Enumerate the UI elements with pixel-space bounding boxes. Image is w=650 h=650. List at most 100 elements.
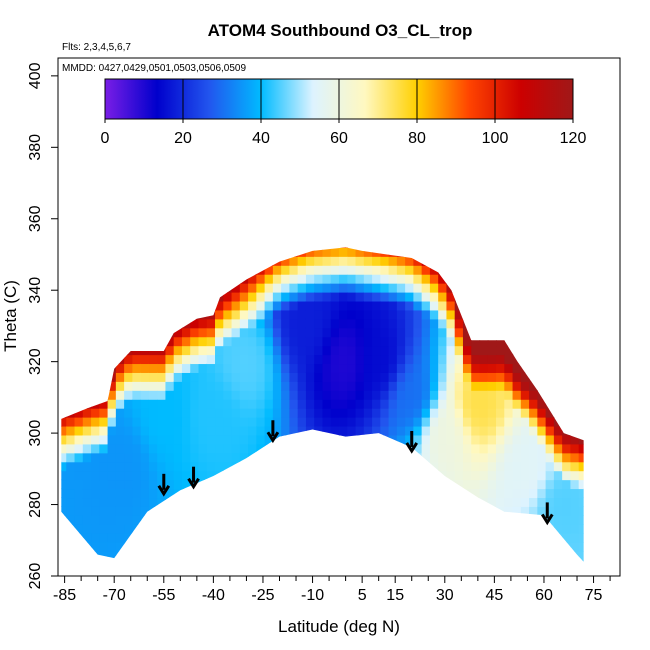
heatmap-cell (215, 336, 224, 347)
heatmap-cell (446, 452, 456, 463)
heatmap-cell (248, 283, 257, 293)
heatmap-cell (380, 265, 390, 275)
heatmap-cell (66, 470, 76, 481)
heatmap-cell (529, 506, 538, 516)
heatmap-cell (297, 417, 307, 427)
heatmap-cell (405, 256, 414, 266)
heatmap-cell (148, 417, 158, 427)
arrow-marker (157, 473, 171, 497)
heatmap-cell (496, 443, 505, 454)
heatmap-cell (438, 363, 448, 373)
heatmap-cell (314, 318, 324, 329)
heatmap-cell (215, 461, 224, 472)
heatmap-cell (157, 381, 167, 391)
heatmap-cell (181, 345, 191, 356)
heatmap-cell (529, 390, 538, 400)
heatmap-cell (512, 461, 522, 472)
heatmap-cell (388, 274, 398, 284)
heatmap-cell (562, 524, 572, 534)
heatmap-cell (91, 434, 100, 445)
heatmap-cell (198, 345, 208, 356)
heatmap-cell (124, 417, 133, 427)
heatmap-cell (91, 506, 100, 516)
heatmap-cell (446, 354, 456, 365)
heatmap-cell (388, 408, 398, 418)
y-tick-label: 400 (27, 62, 44, 89)
heatmap-cell (322, 425, 332, 436)
heatmap-cell (173, 381, 183, 391)
heatmap-cell (454, 417, 464, 427)
heatmap-cell (372, 408, 381, 418)
heatmap-cell (264, 434, 274, 445)
heatmap-cell (520, 506, 530, 516)
heatmap-cell (413, 372, 423, 382)
heatmap-cell (181, 417, 191, 427)
heatmap-cell (454, 399, 464, 409)
heatmap-cell (231, 318, 241, 329)
heatmap-cell (487, 497, 497, 507)
heatmap-cell (314, 345, 324, 356)
heatmap-cell (314, 354, 324, 365)
heatmap-cell (570, 443, 580, 454)
heatmap-cell (396, 381, 406, 391)
heatmap-cell (413, 336, 423, 347)
heatmap-cell (570, 506, 580, 516)
heatmap-cell (479, 443, 489, 454)
heatmap-cell (388, 345, 398, 356)
heatmap-cell (198, 443, 208, 454)
heatmap-cell (61, 488, 67, 499)
heatmap-cell (190, 417, 200, 427)
heatmap-cell (264, 291, 274, 302)
heatmap-cell (347, 399, 357, 409)
heatmap-cell (330, 300, 340, 311)
heatmap-cell (215, 309, 224, 320)
heatmap-cell (297, 408, 307, 418)
heatmap-cell (413, 390, 423, 400)
heatmap-cell (421, 354, 431, 365)
heatmap-cell (256, 283, 266, 293)
heatmap-cell (115, 497, 125, 507)
heatmap-cell (206, 381, 216, 391)
heatmap-cell (446, 408, 456, 418)
heatmap-cell (107, 434, 117, 445)
heatmap-cell (372, 399, 381, 409)
heatmap-cell (405, 327, 414, 338)
heatmap-cell (107, 497, 117, 507)
heatmap-cell (380, 283, 390, 293)
heatmap-cell (363, 354, 373, 365)
heatmap-cell (198, 425, 208, 436)
heatmap-cell (438, 425, 448, 436)
heatmap-cell (578, 488, 584, 499)
heatmap-cell (91, 470, 100, 481)
x-axis-label: Latitude (deg N) (278, 617, 400, 636)
colorbar-tick-label: 20 (174, 130, 192, 147)
heatmap-cell (429, 399, 439, 409)
heatmap-cell (248, 318, 257, 329)
heatmap-cell (429, 443, 439, 454)
heatmap-cell (297, 265, 307, 275)
heatmap-cell (115, 417, 125, 427)
heatmap-cell (347, 425, 357, 436)
heatmap-cell (305, 372, 315, 382)
heatmap-cell (99, 550, 109, 561)
heatmap-cell (537, 506, 547, 516)
heatmap-cell (471, 345, 481, 356)
heatmap-cell (61, 425, 67, 436)
x-tick-label: 60 (535, 587, 553, 604)
heatmap-cell (347, 363, 357, 373)
heatmap-cell (281, 363, 291, 373)
heatmap-cell (504, 372, 514, 382)
y-tick-label: 340 (27, 277, 44, 304)
heatmap-cell (438, 417, 448, 427)
heatmap-cell (231, 309, 241, 320)
heatmap-cell (272, 336, 282, 347)
flights-annotation: Flts: 2,3,4,5,6,7 (62, 42, 131, 53)
heatmap-cell (355, 291, 365, 302)
heatmap-cell (438, 399, 448, 409)
heatmap-cell (223, 434, 233, 445)
heatmap-cell (570, 488, 580, 499)
heatmap-cell (496, 399, 505, 409)
heatmap-cell (487, 372, 497, 382)
heatmap-cell (239, 408, 249, 418)
